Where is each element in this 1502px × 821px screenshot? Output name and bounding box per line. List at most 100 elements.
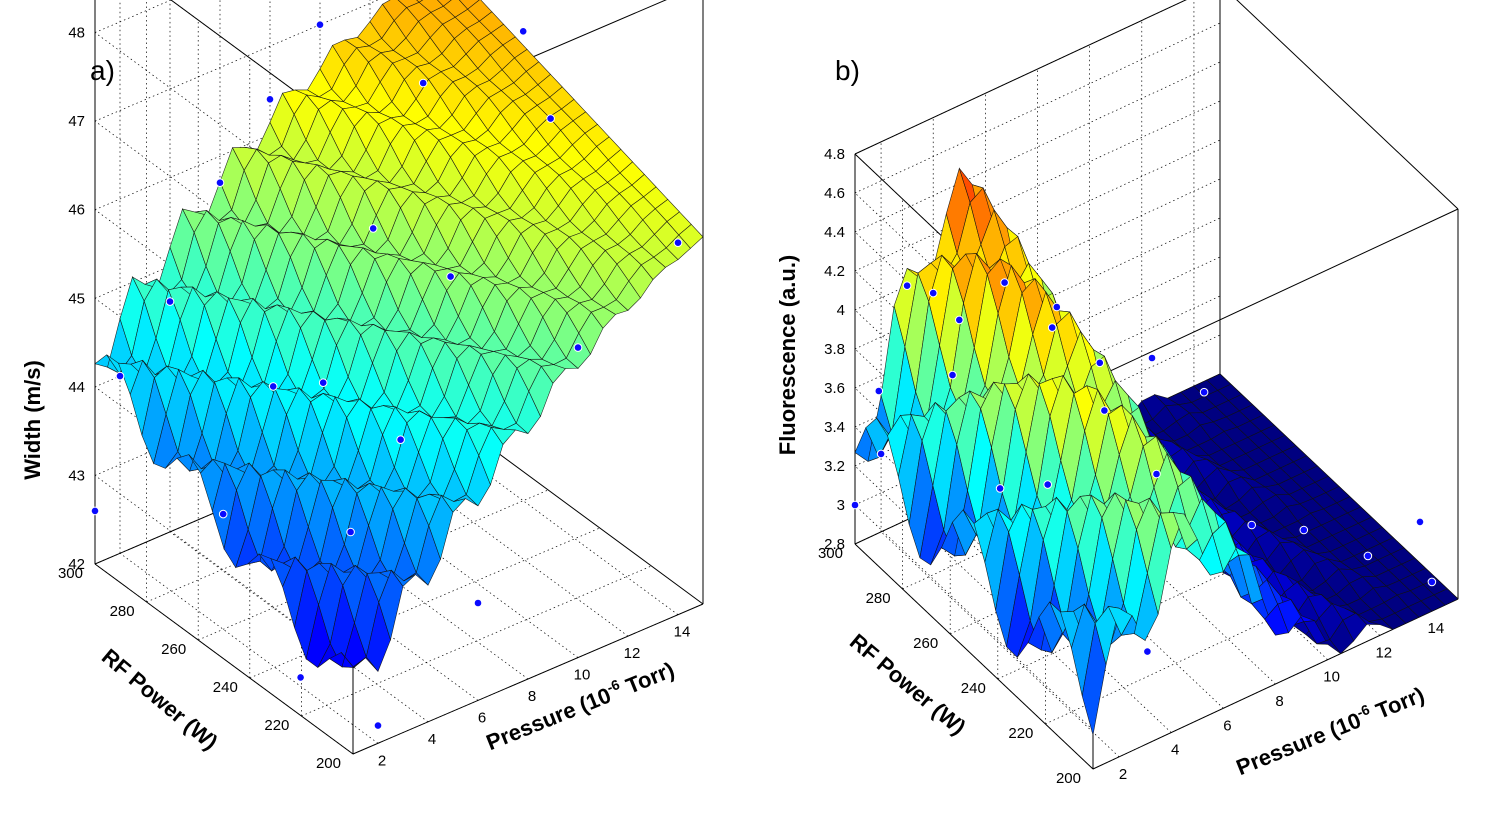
- panel-a-z-tick-label: 47: [68, 113, 85, 130]
- panel-b-data-point: [1000, 278, 1009, 287]
- panel-a-data-point: [115, 371, 125, 381]
- panel-b-z-tick-label: 4: [837, 302, 845, 319]
- panel-a-grid-line: [94, 0, 379, 122]
- panel-b-data-point: [1152, 469, 1161, 479]
- panel-a-y-tick-label: 220: [264, 717, 289, 734]
- panel-b-z-tick-label: 4.4: [824, 224, 845, 241]
- panel-b-x-tick-label: 10: [1323, 669, 1340, 686]
- panel-b-surface: [854, 167, 1459, 736]
- panel-b-x-tick-label: 14: [1428, 620, 1445, 637]
- panel-b-y-tick-label: 300: [818, 545, 843, 562]
- panel-a-x-ticks: 2 4 6 8 10 12 14: [378, 624, 691, 770]
- panel-b-data-point: [850, 500, 860, 510]
- panel-a-xlabel-end: Torr): [617, 657, 678, 701]
- panel-b-box-edge: [854, 0, 1187, 155]
- panel-b-data-point: [995, 484, 1005, 493]
- panel-b-box-edge: [854, 543, 1094, 770]
- panel-a-data-point: [346, 527, 355, 537]
- panel-a-data-point: [518, 27, 528, 36]
- panel-b-z-tick-label: 4.2: [824, 263, 845, 280]
- panel-b-box-edge: [1092, 208, 1459, 380]
- panel-b-data-point: [1247, 520, 1256, 530]
- panel-b-data-point: [928, 288, 938, 298]
- panel-b-data-point: [1299, 525, 1309, 535]
- panel-a-z-tick-label: 45: [68, 290, 85, 307]
- panel-a-z-tick-label: 46: [68, 202, 85, 219]
- panel-b-ylabel: RF Power (W): [845, 629, 971, 740]
- panel-a-data-point: [90, 506, 100, 516]
- panel-a-box-edge: [94, 563, 354, 755]
- panel-a-x-tick-label: 12: [624, 645, 641, 662]
- panel-a-data-point: [473, 598, 483, 608]
- panel-a-data-point: [673, 238, 683, 247]
- panel-b-data-point: [1427, 577, 1437, 587]
- panel-a-data-point: [318, 378, 328, 388]
- panel-a-surface-facet: [437, 0, 452, 7]
- panel-b-surface-facet: [1433, 588, 1459, 606]
- panel-b-grid-line: [854, 504, 1094, 731]
- panel-b-y-tick-label: 280: [866, 590, 891, 607]
- panel-a-z-tick-label: 42: [68, 556, 85, 573]
- panel-b-xlabel: Pressure (10-6 Torr): [1232, 680, 1428, 780]
- panel-b-z-ticks: 2.8 3 3.2 3.4 3.6 3.8 4 4.2 4.4 4.6 4.8: [824, 146, 845, 553]
- panel-a-x-tick-label: 2: [378, 752, 386, 769]
- panel-a-data-point: [446, 272, 455, 281]
- panel-b-data-point: [955, 315, 964, 325]
- panel-a-grid-line: [94, 0, 172, 33]
- panel-b-z-tick-label: 3: [837, 497, 845, 514]
- panel-a-box-edge: [352, 603, 704, 755]
- panel-b-grid-line: [932, 507, 1172, 733]
- panel-b-z-tick-label: 3.6: [824, 380, 845, 397]
- panel-b-y-tick-label: 220: [1008, 725, 1033, 742]
- panel-a-data-point: [373, 721, 383, 730]
- panel-b-grid-line: [985, 483, 1224, 709]
- panel-b-data-point: [1043, 480, 1052, 489]
- panel-a-y-ticks: 200 220 240 260 280 300: [58, 565, 341, 772]
- panel-b-data-point: [1415, 517, 1425, 527]
- panel-a-data-point: [215, 178, 225, 187]
- panel-a-data-point: [418, 78, 428, 88]
- panel-b-z-tick-label: 4.8: [824, 146, 845, 163]
- panel-b-data-point: [1363, 551, 1373, 561]
- panel-b-data-point: [1052, 302, 1062, 312]
- panel-b-x-tick-label: 2: [1119, 766, 1127, 783]
- panel-a-data-point: [296, 673, 305, 682]
- panel-a-y-tick-label: 260: [161, 641, 186, 658]
- panel-a-z-tick-label: 43: [68, 467, 85, 484]
- panel-b-data-point: [876, 449, 886, 459]
- panel-b-box-edge: [1236, 0, 1459, 210]
- panel-b-z-tick-label: 3.4: [824, 419, 845, 436]
- panel-b-x-tick-label: 8: [1275, 693, 1283, 710]
- panel-b-z-tick-label: 4.6: [824, 185, 845, 202]
- panel-b-grid-line: [854, 100, 1221, 272]
- panel-b-zlabel: Fluorescence (a.u.): [775, 255, 800, 456]
- panel-b-x-ticks: 2 4 6 8 10 12 14: [1119, 620, 1444, 783]
- panel-a-xlabel-exp: -6: [604, 676, 622, 696]
- panel-b-points: [850, 278, 1437, 656]
- panel-b: 2.833.23.43.63.844.24.44.64.8 2002202402…: [775, 0, 1459, 787]
- panel-b-xlabel-end: Torr): [1367, 682, 1428, 726]
- panel-b-data-point: [948, 370, 957, 380]
- panel-a-y-tick-label: 280: [110, 603, 135, 620]
- panel-b-x-tick-label: 12: [1375, 644, 1392, 661]
- panel-b-z-tick-label: 3.8: [824, 341, 845, 358]
- panel-b-data-point: [1100, 406, 1109, 415]
- panel-b-z-tick-label: 3.2: [824, 458, 845, 475]
- panel-a-ylabel: RF Power (W): [97, 644, 223, 755]
- panel-a-z-ticks: 4243444546474849: [68, 25, 85, 573]
- panel-a-surface-facet: [416, 0, 424, 3]
- panel-a-data-point: [396, 435, 405, 445]
- panel-a-points: [90, 20, 683, 730]
- panel-a-surface: [94, 0, 704, 672]
- panel-b-data-point: [1199, 387, 1209, 397]
- panel-b-data-point: [1095, 358, 1105, 368]
- panel-a-letter: a): [90, 55, 115, 86]
- panel-b-data-point: [874, 386, 884, 396]
- panel-b-xlabel-exp: -6: [1354, 701, 1372, 721]
- panel-b-x-tick-label: 6: [1223, 717, 1231, 734]
- panel-b-data-point: [1047, 323, 1057, 332]
- panel-b-letter: b): [835, 55, 860, 86]
- panel-a-data-point: [573, 343, 583, 352]
- panel-a-data-point: [268, 382, 278, 391]
